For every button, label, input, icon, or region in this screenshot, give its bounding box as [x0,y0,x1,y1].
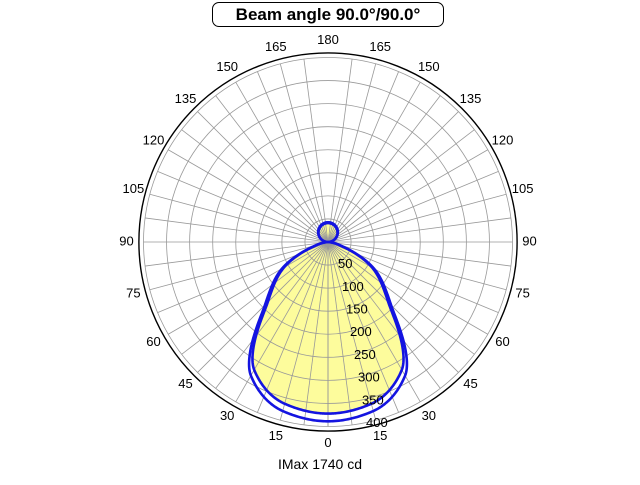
svg-text:45: 45 [463,376,477,391]
svg-text:15: 15 [269,428,283,443]
svg-text:60: 60 [495,334,509,349]
svg-text:250: 250 [354,347,376,362]
svg-text:200: 200 [350,324,372,339]
svg-text:60: 60 [146,334,160,349]
svg-text:50: 50 [338,256,352,271]
svg-text:150: 150 [346,302,368,317]
svg-text:165: 165 [265,39,287,54]
svg-text:30: 30 [220,408,234,423]
svg-text:30: 30 [422,408,436,423]
svg-text:100: 100 [342,279,364,294]
svg-text:90: 90 [119,233,133,248]
svg-text:105: 105 [512,181,534,196]
svg-text:120: 120 [143,133,165,148]
svg-text:180: 180 [317,32,339,47]
svg-text:90: 90 [522,233,536,248]
svg-text:135: 135 [175,91,197,106]
svg-text:120: 120 [492,133,514,148]
svg-text:150: 150 [418,59,440,74]
svg-text:400: 400 [366,415,388,430]
svg-text:75: 75 [515,286,529,301]
svg-text:0: 0 [324,435,331,450]
svg-text:350: 350 [362,392,384,407]
svg-text:45: 45 [178,376,192,391]
svg-text:135: 135 [460,91,482,106]
svg-text:300: 300 [358,370,380,385]
svg-text:150: 150 [216,59,238,74]
svg-text:75: 75 [126,286,140,301]
svg-text:15: 15 [373,428,387,443]
svg-text:105: 105 [123,181,145,196]
svg-text:165: 165 [369,39,391,54]
